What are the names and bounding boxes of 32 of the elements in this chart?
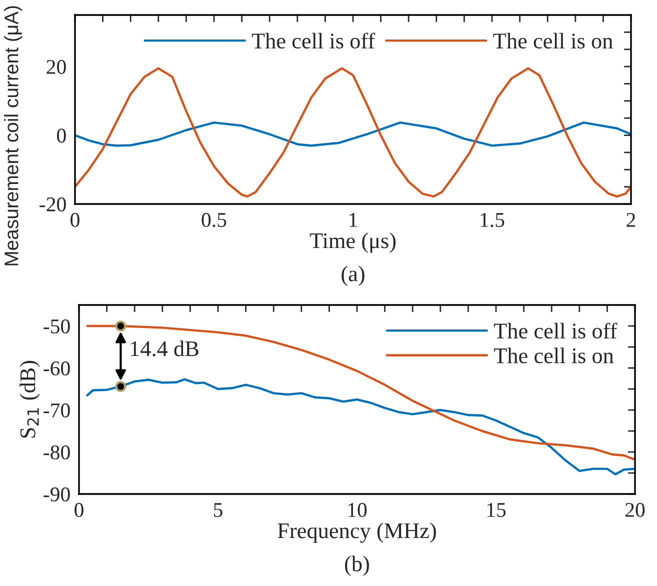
x-tick-label: 0 — [74, 502, 84, 517]
text: (b) — [345, 556, 369, 576]
x-tick-label: 2 — [626, 212, 636, 227]
x-tick-label: 1 — [350, 213, 357, 227]
annotation: 14.4 dB — [130, 340, 198, 356]
line-series — [86, 378, 635, 476]
x-tick-label: 15 — [487, 503, 506, 517]
x-tick-label: 1.5 — [480, 213, 504, 228]
y-tick-label: 0 — [57, 128, 66, 143]
y-tick-label: -60 — [44, 361, 70, 376]
legend-label: The cell is off — [252, 32, 376, 49]
x-tick-label: 0.5 — [202, 212, 226, 228]
y-tick-label: 20 — [46, 60, 66, 74]
legend-label: The cell is on — [494, 348, 614, 364]
legend-label: The cell is on — [493, 32, 613, 49]
y-tick-label: -80 — [44, 445, 70, 460]
y-axis-title: S$_{21}$ (dB) — [20, 360, 40, 438]
line-series — [75, 121, 631, 147]
y-tick-label: -70 — [44, 403, 70, 418]
x-tick-label: 0 — [70, 212, 80, 227]
text: (a) — [342, 266, 364, 286]
x-axis-title: Time (μs) — [310, 232, 396, 253]
legend-label: The cell is off — [494, 322, 618, 339]
y-axis-title: Measurement coil current (μA) — [4, 6, 22, 266]
x-axis-title: Frequency (MHz) — [278, 522, 436, 543]
y-tick-label: -20 — [40, 197, 66, 212]
line-series — [75, 67, 631, 198]
x-tick-label: 5 — [214, 503, 222, 517]
y-tick-label: -50 — [44, 319, 70, 334]
x-tick-label: 20 — [626, 502, 645, 517]
y-tick-label: -90 — [44, 487, 70, 502]
x-tick-label: 10 — [348, 502, 367, 517]
